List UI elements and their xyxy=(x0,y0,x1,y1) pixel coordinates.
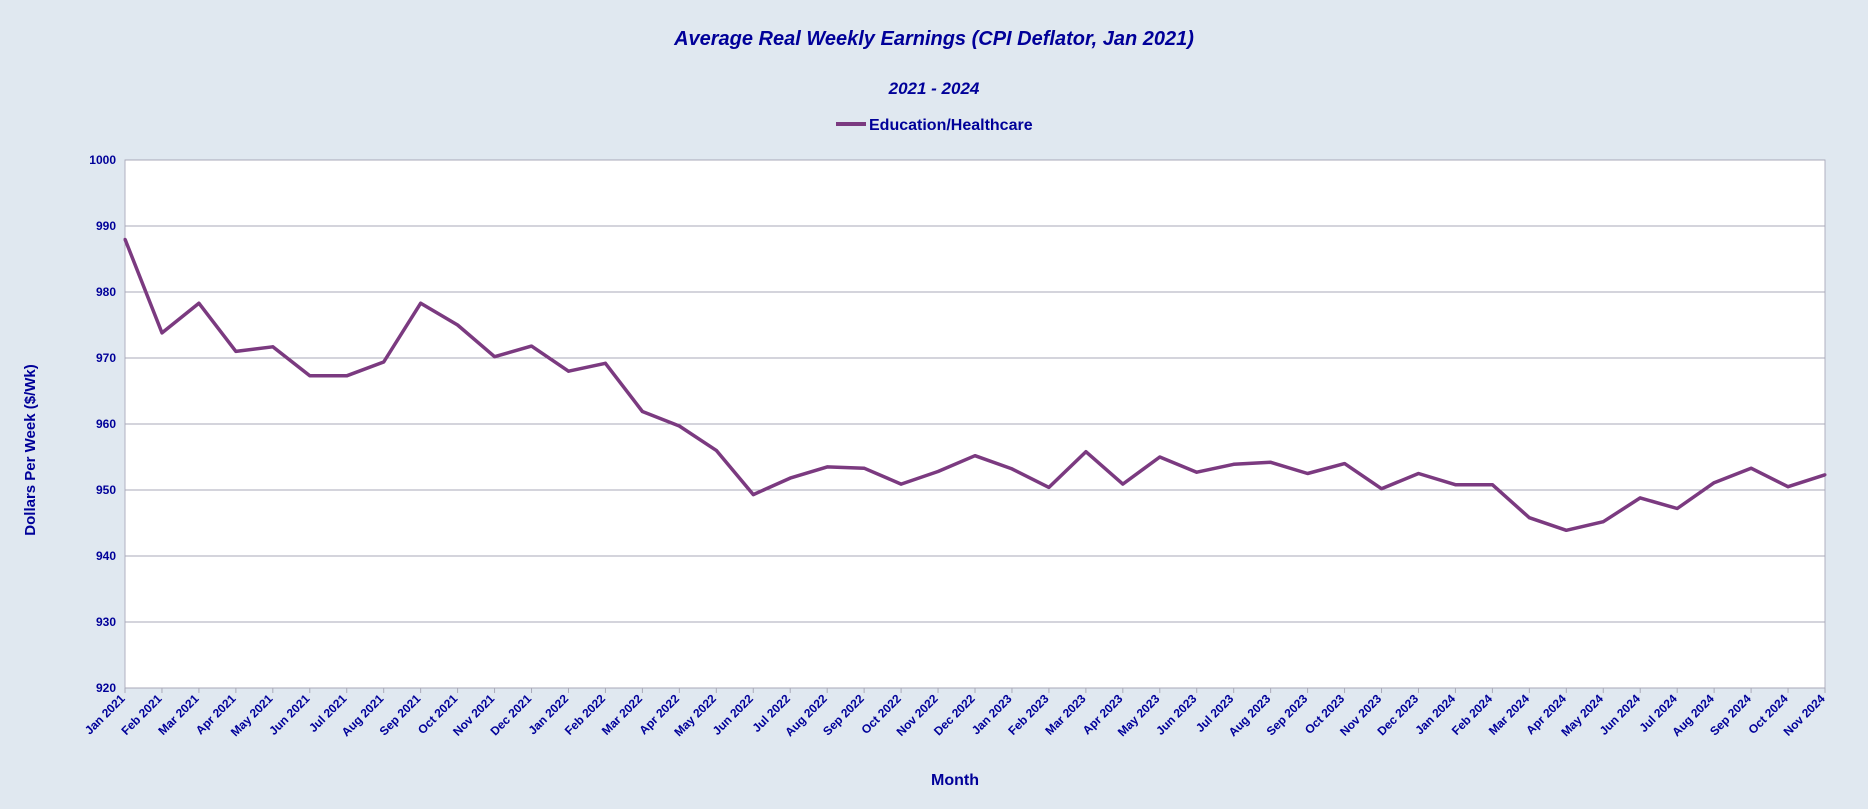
y-axis-ticks: 920 930 940 950 960 970 980 990 1000 xyxy=(89,153,116,695)
data-point xyxy=(1232,462,1236,466)
data-point xyxy=(1749,466,1753,470)
data-point xyxy=(345,374,349,378)
data-point xyxy=(1158,455,1162,459)
x-tick-label: Jun 2022 xyxy=(710,691,756,737)
x-tick-label: Sep 2022 xyxy=(820,691,867,738)
data-point xyxy=(936,470,940,473)
data-point xyxy=(530,344,533,348)
x-tick-label: Jun 2024 xyxy=(1597,691,1643,737)
data-point xyxy=(973,454,977,458)
data-point xyxy=(1601,520,1605,524)
data-point xyxy=(899,482,903,486)
data-point xyxy=(1712,481,1716,485)
y-axis-label: Dollars Per Week ($/Wk) xyxy=(22,364,39,535)
data-point xyxy=(234,349,238,353)
chart-subtitle: 2021 - 2024 xyxy=(888,79,980,98)
y-tick-label: 1000 xyxy=(89,153,116,167)
data-point xyxy=(1675,507,1679,510)
data-point xyxy=(493,355,497,359)
data-point xyxy=(714,448,718,452)
data-point xyxy=(1638,496,1642,500)
data-point xyxy=(1084,450,1088,454)
data-point xyxy=(677,424,681,428)
data-point xyxy=(456,323,460,327)
data-point xyxy=(1380,487,1383,491)
x-tick-label: Dec 2023 xyxy=(1374,691,1421,738)
x-tick-label: Sep 2024 xyxy=(1707,691,1754,738)
data-point xyxy=(1010,467,1014,471)
data-point xyxy=(1343,462,1347,466)
series-lines xyxy=(123,237,1827,533)
data-point xyxy=(788,476,792,480)
data-point xyxy=(123,237,127,241)
data-point xyxy=(1527,516,1531,520)
y-tick-label: 950 xyxy=(96,483,116,497)
data-point xyxy=(197,301,201,305)
x-tick-label: Dec 2022 xyxy=(931,691,978,738)
x-tick-label: Dec 2021 xyxy=(488,691,535,738)
data-point xyxy=(419,301,423,305)
data-point xyxy=(862,466,866,470)
data-point xyxy=(825,465,829,469)
data-point xyxy=(382,360,386,364)
data-point xyxy=(1564,528,1568,532)
legend: Education/Healthcare xyxy=(836,117,1033,134)
data-point xyxy=(1121,482,1125,486)
data-point xyxy=(1490,483,1494,487)
data-point xyxy=(1195,470,1199,474)
x-tick-label: Jun 2023 xyxy=(1153,691,1199,737)
data-point xyxy=(1306,472,1310,475)
data-point xyxy=(1786,485,1790,489)
x-tick-label: Jun 2021 xyxy=(266,691,312,737)
data-point xyxy=(567,369,570,373)
y-tick-label: 920 xyxy=(96,681,116,695)
y-tick-label: 940 xyxy=(96,549,116,563)
data-point xyxy=(640,410,644,413)
grid-lines xyxy=(125,159,1825,689)
legend-label: Education/Healthcare xyxy=(869,117,1033,134)
y-tick-label: 990 xyxy=(96,219,116,233)
chart-title: Average Real Weekly Earnings (CPI Deflat… xyxy=(673,28,1194,50)
data-point xyxy=(271,345,275,349)
data-point xyxy=(1047,485,1051,489)
x-tick-label: Sep 2021 xyxy=(377,691,424,738)
y-tick-label: 960 xyxy=(96,417,116,431)
data-point xyxy=(1453,483,1457,487)
data-point xyxy=(751,493,755,497)
data-point xyxy=(603,361,607,365)
data-point xyxy=(160,331,164,335)
data-point xyxy=(308,374,312,378)
y-tick-label: 930 xyxy=(96,615,116,629)
data-point xyxy=(1417,472,1420,475)
x-tick-label: Sep 2023 xyxy=(1264,691,1311,738)
y-tick-label: 980 xyxy=(96,285,116,299)
y-tick-label: 970 xyxy=(96,351,116,365)
data-point xyxy=(1823,473,1827,477)
data-point xyxy=(1269,460,1273,464)
x-axis-label: Month xyxy=(931,772,979,789)
